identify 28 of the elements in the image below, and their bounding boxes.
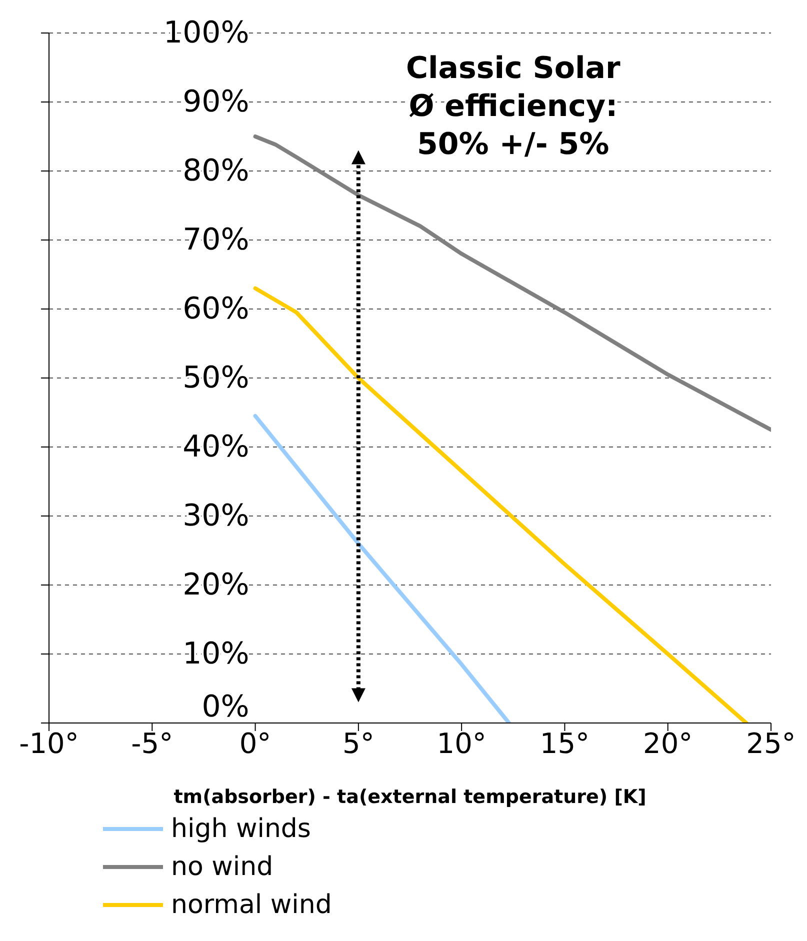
legend-label: high winds	[171, 813, 311, 846]
x-tick-label: 10°	[436, 726, 486, 760]
legend-label: normal wind	[171, 889, 332, 922]
legend-label: no wind	[171, 851, 274, 884]
y-tick-label: 0%	[202, 690, 250, 724]
x-tick-label: -10°	[19, 726, 79, 760]
y-tick-label: 80%	[182, 154, 250, 188]
y-tick-label: 100%	[164, 16, 250, 50]
annotation: 50% +/- 5%	[417, 127, 610, 162]
annotation: Ø efficiency:	[408, 89, 618, 124]
x-tick-label: 15°	[540, 726, 590, 760]
y-tick-label: 50%	[182, 360, 250, 396]
y-tick-label: 90%	[182, 84, 250, 120]
x-tick-label: 0°	[239, 726, 272, 760]
y-tick-label: 30%	[182, 498, 250, 534]
line-series	[253, 286, 748, 723]
y-tick-label: 70%	[182, 222, 250, 258]
line-series	[253, 414, 512, 723]
x-axis-title: tm(absorber) - ta(external temperature) [K]	[174, 786, 646, 808]
x-tick-label: -5°	[131, 726, 174, 760]
annotation: Classic Solar	[406, 51, 620, 86]
x-tick-label: 20°	[643, 726, 693, 760]
y-tick-label: 40%	[182, 430, 250, 464]
y-tick-label: 60%	[182, 292, 250, 326]
y-tick-label: 10%	[182, 636, 250, 672]
x-tick-label: 5°	[342, 726, 374, 760]
y-tick-label: 20%	[182, 568, 250, 602]
x-tick-label: 25°	[746, 726, 796, 760]
